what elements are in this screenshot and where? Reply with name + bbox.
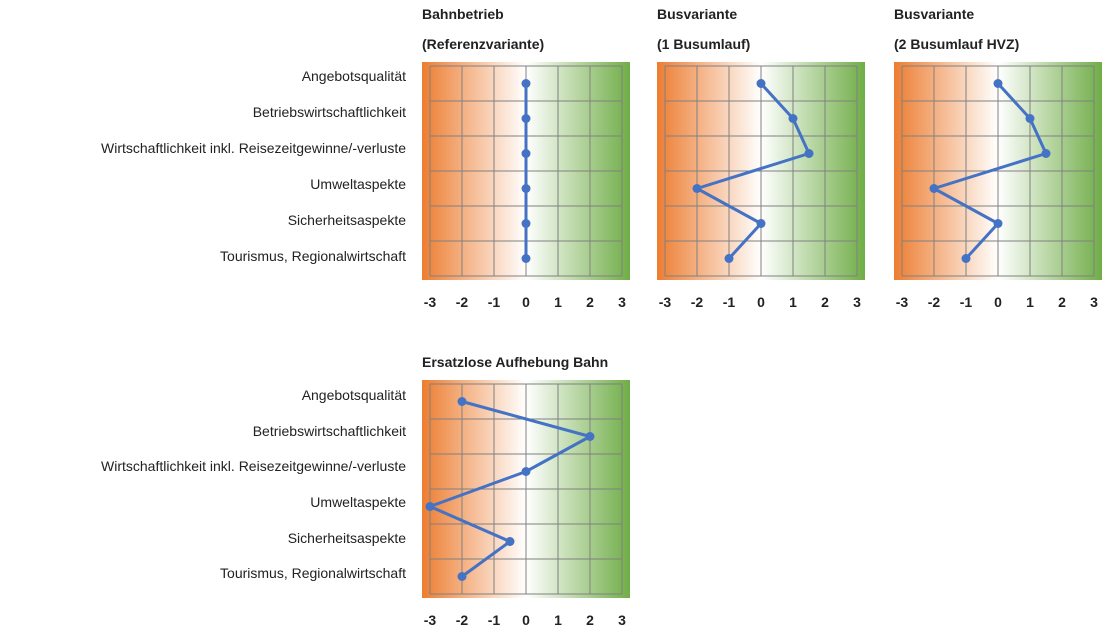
data-point [521,219,531,228]
chart-plot [894,62,1102,280]
data-point [585,432,595,441]
chart-plot [657,62,865,280]
x-tick-label: -1 [487,612,501,628]
x-tick-label: 3 [1090,294,1098,310]
data-point [457,397,467,406]
x-tick-label: 2 [1058,294,1066,310]
x-tick-label: 2 [586,294,594,310]
chart-panel-bus-1: Busvariante (1 Busumlauf) -3 -2 -1 0 1 2 3 [657,0,875,320]
x-tick-label: -2 [455,294,469,310]
x-tick-label: -1 [722,294,736,310]
x-tick-label: -2 [927,294,941,310]
category-label: Tourismus, Regionalwirtschaft [220,248,406,264]
chart-plot [422,380,630,598]
category-label: Sicherheitsaspekte [287,212,406,228]
data-point [521,149,531,158]
data-point [788,114,798,123]
x-tick-label: 1 [554,294,562,310]
series-line [932,82,1048,260]
data-point [1041,149,1051,158]
x-tick-label: -3 [895,294,909,310]
category-label: Angebotsqualität [301,68,406,84]
data-point [993,79,1003,88]
chart-panel-bahnbetrieb: Bahnbetrieb (Referenzvariante) -3 -2 -1 0 1 2… [422,0,640,320]
chart-plot [422,62,630,280]
data-point [961,254,971,263]
x-tick-label: 0 [522,612,530,628]
series-line [695,82,811,260]
data-point [457,572,467,581]
chart-title-line: (Referenzvariante) [422,36,545,52]
x-tick-label: 0 [757,294,765,310]
data-point [521,79,531,88]
chart-title-line: Ersatzlose Aufhebung Bahn [422,354,609,370]
x-tick-label: -1 [487,294,501,310]
data-point [521,184,531,193]
category-labels-row-1: Angebotsqualität Betriebswirtschaftlichk… [0,0,406,300]
category-label: Betriebswirtschaftlichkeit [252,423,406,439]
x-tick-label: 0 [522,294,530,310]
data-point [692,184,702,193]
series-line [428,400,592,578]
data-point [756,219,766,228]
x-tick-label: 1 [1026,294,1034,310]
chart-title-line: (1 Busumlauf) [657,36,751,52]
data-point [993,219,1003,228]
x-tick-label: 3 [618,612,626,628]
x-tick-label: -2 [690,294,704,310]
data-point [425,502,435,511]
chart-title-line: Busvariante [894,6,975,22]
chart-title-line: Bahnbetrieb [422,6,504,22]
data-point [521,254,531,263]
x-tick-labels: -3 -2 -1 0 1 2 3 [422,294,630,314]
category-label: Umweltaspekte [310,176,406,192]
category-label: Betriebswirtschaftlichkeit [252,104,406,120]
x-tick-label: 0 [994,294,1002,310]
data-point [1025,114,1035,123]
data-point [756,79,766,88]
category-labels-row-2: Angebotsqualität Betriebswirtschaftlichk… [0,320,406,620]
x-tick-labels: -3 -2 -1 0 1 2 3 [657,294,865,314]
category-label: Wirtschaftlichkeit inkl. Reisezeitgewinn… [101,140,406,156]
x-tick-labels: -3 -2 -1 0 1 2 3 [894,294,1102,314]
x-tick-label: 2 [586,612,594,628]
x-tick-label: 1 [789,294,797,310]
x-tick-label: -3 [423,294,437,310]
x-tick-label: -3 [423,612,437,628]
x-tick-label: 3 [618,294,626,310]
data-point [724,254,734,263]
category-label: Angebotsqualität [301,387,406,403]
chart-panel-ersatzlose-aufhebung: Ersatzlose Aufhebung Bahn -3 -2 -1 0 1 2 3 [422,320,640,633]
category-label: Tourismus, Regionalwirtschaft [220,565,406,581]
data-point [521,114,531,123]
x-tick-label: 2 [821,294,829,310]
chart-title-line: Busvariante [657,6,738,22]
data-point [804,149,814,158]
x-tick-label: 1 [554,612,562,628]
chart-title-line: (2 Busumlauf HVZ) [894,36,1020,52]
chart-panel-bus-2: Busvariante (2 Busumlauf HVZ) -3 -2 -1 0 1 2 3 [894,0,1110,320]
x-tick-labels: -3 -2 -1 0 1 2 3 [422,612,630,632]
data-point [505,537,515,546]
x-tick-label: 3 [853,294,861,310]
category-label: Sicherheitsaspekte [287,530,406,546]
x-tick-label: -1 [959,294,973,310]
category-label: Umweltaspekte [310,494,406,510]
data-point [521,467,531,476]
category-label: Wirtschaftlichkeit inkl. Reisezeitgewinn… [101,458,406,474]
x-tick-label: -3 [658,294,672,310]
x-tick-label: -2 [455,612,469,628]
data-point [929,184,939,193]
